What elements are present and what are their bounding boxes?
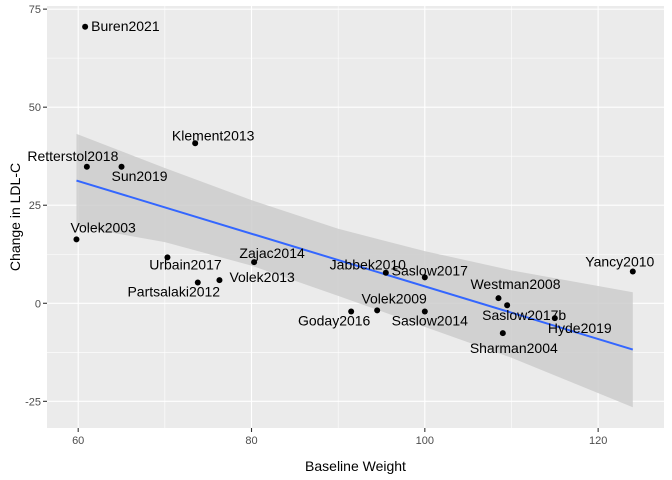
data-point bbox=[374, 307, 381, 314]
data-point bbox=[192, 140, 199, 147]
data-point bbox=[421, 274, 428, 281]
x-tick-label: 120 bbox=[589, 435, 607, 447]
point-label: Goday2016 bbox=[298, 313, 371, 329]
point-label: Westman2008 bbox=[470, 276, 560, 292]
y-axis-title: Change in LDL-C bbox=[7, 163, 23, 271]
y-tick-label: 75 bbox=[29, 4, 41, 16]
y-tick-label: 50 bbox=[29, 102, 41, 114]
data-point bbox=[83, 163, 90, 170]
point-label: Saslow2017b bbox=[482, 307, 566, 323]
point-labels: Buren2021 Klement2013 Retterstol2018 Sun201… bbox=[27, 18, 654, 356]
point-label: Zajac2014 bbox=[239, 245, 305, 261]
y-axis-ticks: -25 0 25 50 75 bbox=[25, 4, 47, 408]
point-label: Klement2013 bbox=[172, 127, 255, 143]
data-points bbox=[73, 23, 636, 337]
minor-gridlines bbox=[47, 6, 664, 428]
point-label: Buren2021 bbox=[91, 18, 160, 34]
data-point bbox=[499, 330, 506, 337]
x-axis-title: Baseline Weight bbox=[305, 458, 406, 474]
data-point bbox=[82, 23, 89, 30]
data-point bbox=[194, 279, 201, 286]
data-point bbox=[421, 308, 428, 315]
point-label: Retterstol2018 bbox=[27, 148, 118, 164]
point-label: Saslow2014 bbox=[392, 313, 468, 329]
point-label: Sharman2004 bbox=[470, 340, 558, 356]
data-point bbox=[251, 259, 258, 266]
point-label: Saslow2017 bbox=[392, 262, 468, 278]
point-label: Jabbek2010 bbox=[330, 257, 407, 273]
x-tick-label: 100 bbox=[416, 435, 434, 447]
point-label: Yancy2010 bbox=[585, 254, 654, 270]
data-point bbox=[164, 254, 171, 261]
x-tick-label: 80 bbox=[245, 435, 257, 447]
data-point bbox=[73, 236, 80, 243]
y-tick-label: 25 bbox=[29, 200, 41, 212]
data-point bbox=[382, 269, 389, 276]
x-axis-ticks: 60 80 100 120 bbox=[72, 428, 607, 447]
data-point bbox=[629, 268, 636, 275]
point-label: Partsalaki2012 bbox=[127, 283, 220, 299]
data-point bbox=[216, 277, 223, 284]
data-point bbox=[551, 315, 558, 322]
y-tick-label: 0 bbox=[35, 298, 41, 310]
data-point bbox=[118, 163, 125, 170]
point-label: Volek2009 bbox=[361, 290, 427, 306]
data-point bbox=[495, 295, 502, 302]
y-tick-label: -25 bbox=[25, 396, 41, 408]
confidence-band bbox=[76, 133, 633, 408]
x-tick-label: 60 bbox=[72, 435, 84, 447]
point-label: Volek2013 bbox=[229, 269, 295, 285]
trend-line bbox=[76, 179, 634, 351]
data-point bbox=[504, 302, 511, 309]
point-label: Hyde2019 bbox=[548, 320, 612, 336]
data-point bbox=[348, 308, 355, 315]
point-label: Volek2003 bbox=[70, 219, 136, 235]
point-label: Urbain2017 bbox=[149, 256, 222, 272]
point-label: Sun2019 bbox=[111, 168, 167, 184]
